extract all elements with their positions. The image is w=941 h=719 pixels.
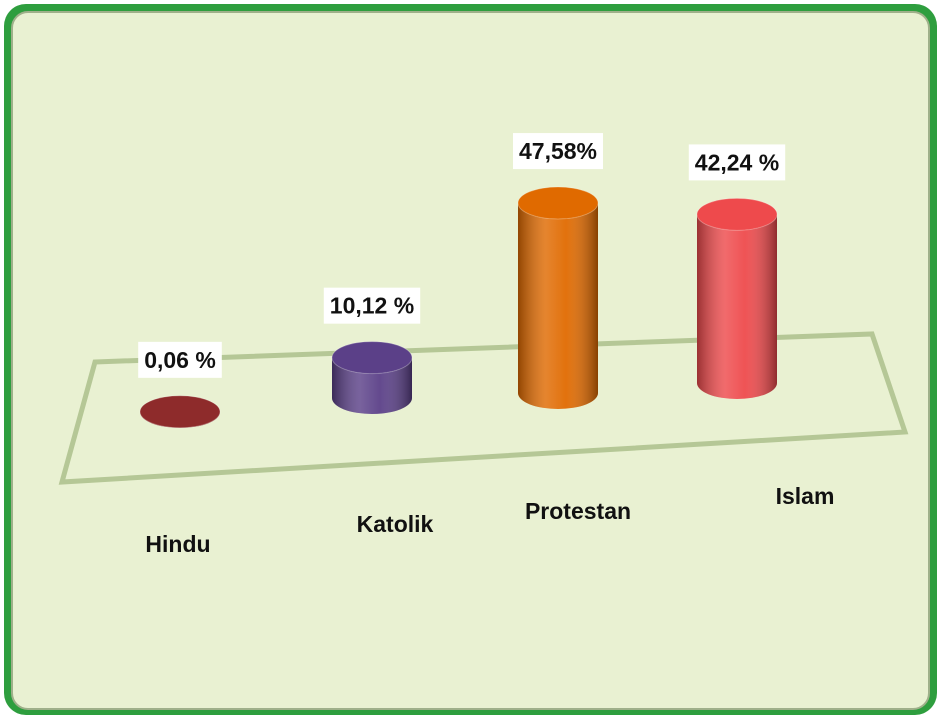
category-label: Katolik (357, 511, 434, 537)
value-label: 10,12 % (330, 293, 414, 319)
panel (11, 11, 930, 710)
cylinder-top (517, 186, 599, 220)
cylinder-top (696, 197, 778, 231)
value-label-box (138, 341, 222, 378)
value-label-box (688, 144, 786, 181)
cylinder-shade (518, 203, 598, 409)
cylinder-shade (697, 214, 777, 399)
floor (58, 331, 909, 485)
value-label: 42,24 % (695, 149, 779, 175)
cylinder-top (139, 395, 221, 429)
value-label: 0,06 % (144, 347, 216, 373)
value-label-box (512, 133, 604, 170)
category-label: Hindu (145, 531, 210, 557)
category-label: Islam (776, 483, 835, 509)
value-label: 47,58% (519, 138, 597, 164)
cylinder-shade (332, 357, 412, 414)
category-label: Protestan (525, 498, 631, 524)
cylinder-top (331, 341, 413, 375)
value-label-box (323, 287, 421, 324)
